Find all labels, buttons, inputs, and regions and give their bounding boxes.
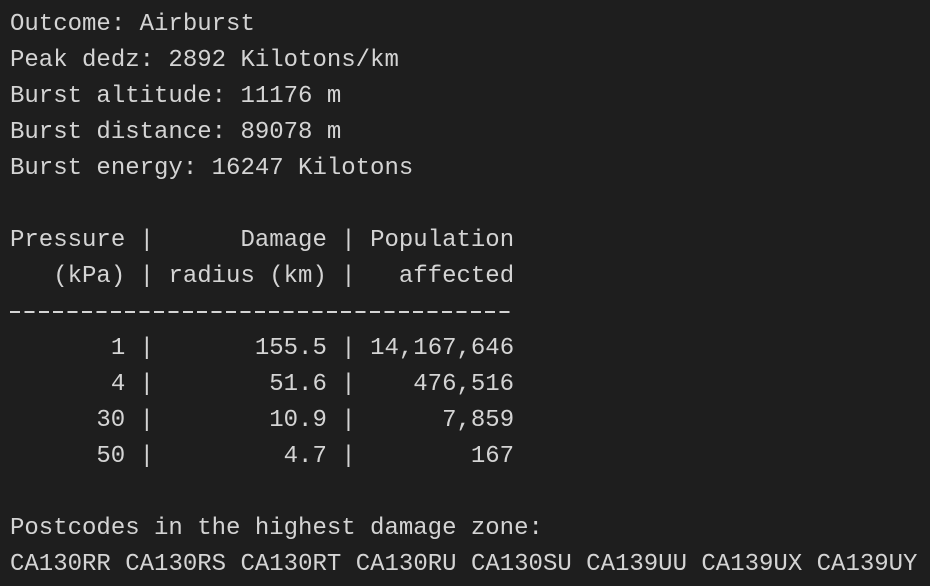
postcode: CA130RT xyxy=(240,551,342,578)
column-separator xyxy=(125,407,168,434)
postcode-heading-line: Postcodes in the highest damage zone: xyxy=(10,511,930,547)
column-separator xyxy=(125,263,168,290)
postcode: CA130SU xyxy=(470,551,572,578)
summary-line: Peak dedz: 2892 Kilotons/km xyxy=(10,43,930,79)
column-separator xyxy=(327,443,370,470)
table-cell: 51.6 xyxy=(269,371,327,398)
table-rule xyxy=(10,310,515,313)
summary-text: Burst distance: 89078 m xyxy=(10,119,342,146)
column-separator xyxy=(327,335,370,362)
postcode: CA139UX xyxy=(701,551,803,578)
table-header-line: (kPa) radius (km) affected xyxy=(10,259,930,295)
summary-line: Burst altitude: 11176 m xyxy=(10,79,930,115)
table-cell: Damage xyxy=(240,227,327,254)
summary-text: Outcome: Airburst xyxy=(10,11,255,38)
table-row: 1 155.5 14,167,646 xyxy=(10,331,930,367)
table-header-line: Pressure Damage Population xyxy=(10,223,930,259)
table-cell: radius (km) xyxy=(168,263,327,290)
table-cell: 30 xyxy=(96,407,126,434)
table-cell: 4.7 xyxy=(283,443,327,470)
column-separator xyxy=(125,371,168,398)
table-cell: 14,167,646 xyxy=(370,335,515,362)
table-cell: 4 xyxy=(110,371,126,398)
summary-text: Burst energy: 16247 Kilotons xyxy=(10,155,414,182)
summary-text: Peak dedz: 2892 Kilotons/km xyxy=(10,47,399,74)
table-cell: 155.5 xyxy=(254,335,327,362)
column-separator xyxy=(327,371,370,398)
postcode: CA139UY xyxy=(816,551,918,578)
table-cell: affected xyxy=(398,263,515,290)
column-separator xyxy=(125,443,168,470)
table-cell: 476,516 xyxy=(413,371,515,398)
summary-text: Burst altitude: 11176 m xyxy=(10,83,342,110)
column-separator xyxy=(327,263,370,290)
blank-line xyxy=(10,187,930,223)
table-row: 50 4.7 167 xyxy=(10,439,930,475)
table-cell: 7,859 xyxy=(442,407,515,434)
summary-line: Burst energy: 16247 Kilotons xyxy=(10,151,930,187)
table-cell: 10.9 xyxy=(269,407,327,434)
column-separator xyxy=(327,407,370,434)
table-row: 30 10.9 7,859 xyxy=(10,403,930,439)
table-cell: Population xyxy=(370,227,515,254)
summary-line: Burst distance: 89078 m xyxy=(10,115,930,151)
postcode-heading: Postcodes in the highest damage zone: xyxy=(10,515,543,542)
column-separator xyxy=(125,335,168,362)
table-cell: 50 xyxy=(96,443,126,470)
table-cell: 167 xyxy=(470,443,515,470)
postcode-line: CA130RR CA130RS CA130RT CA130RU CA130SU … xyxy=(10,547,930,583)
postcode: CA130RS xyxy=(125,551,227,578)
table-cell: (kPa) xyxy=(53,263,126,290)
column-separator xyxy=(125,227,168,254)
table-row: 4 51.6 476,516 xyxy=(10,367,930,403)
postcode: CA139UU xyxy=(586,551,687,578)
postcode: CA130RR xyxy=(10,551,111,578)
postcode: CA130RU xyxy=(355,551,457,578)
summary-line: Outcome: Airburst xyxy=(10,7,930,43)
table-cell: Pressure xyxy=(10,227,126,254)
blank-line xyxy=(10,475,930,511)
column-separator xyxy=(327,227,370,254)
rule-line xyxy=(10,295,930,331)
table-cell: 1 xyxy=(110,335,126,362)
